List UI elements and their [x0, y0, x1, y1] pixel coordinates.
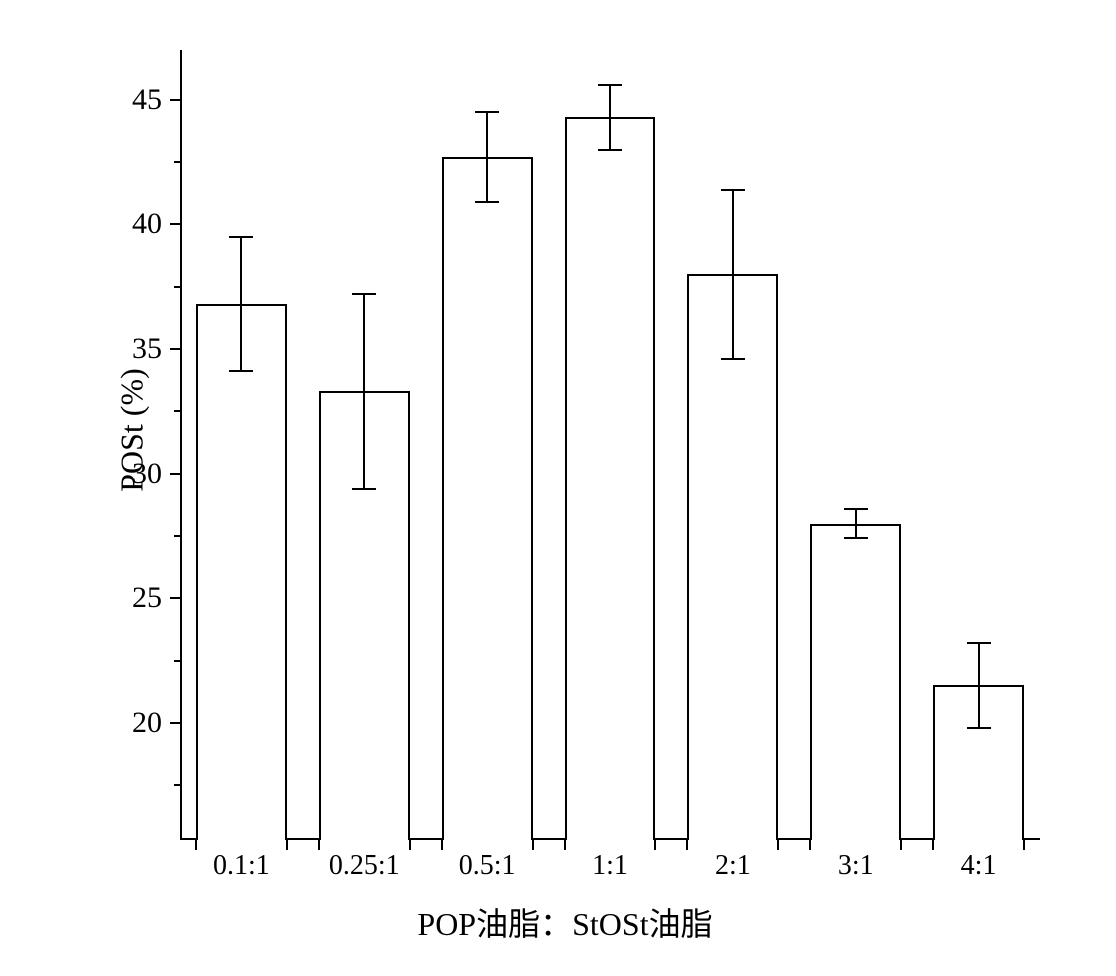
- error-cap-bottom: [598, 149, 622, 151]
- x-tick-label: 4:1: [961, 850, 997, 882]
- error-cap-top: [475, 111, 499, 113]
- error-bar: [486, 112, 488, 202]
- error-cap-bottom: [721, 358, 745, 360]
- x-tick: [441, 840, 443, 850]
- x-tick: [809, 840, 811, 850]
- plot-area: 2025303540450.1:10.25:10.5:11:12:13:14:1: [180, 50, 1040, 840]
- x-tick: [777, 840, 779, 850]
- y-tick: [170, 473, 180, 475]
- y-tick-label: 45: [132, 83, 162, 117]
- x-tick: [900, 840, 902, 850]
- bar: [196, 304, 287, 840]
- error-cap-top: [967, 642, 991, 644]
- y-minor-tick: [174, 784, 180, 786]
- error-cap-bottom: [844, 537, 868, 539]
- chart-container: POSt (%) POP油脂：StOSt油脂 2025303540450.1:1…: [60, 30, 1070, 950]
- x-tick-label: 1:1: [592, 850, 628, 882]
- y-minor-tick: [174, 535, 180, 537]
- x-tick-label: 2:1: [715, 850, 751, 882]
- bar: [810, 524, 901, 840]
- error-cap-top: [721, 189, 745, 191]
- y-tick-label: 25: [132, 581, 162, 615]
- y-tick-label: 40: [132, 207, 162, 241]
- y-tick: [170, 348, 180, 350]
- error-bar: [732, 190, 734, 359]
- x-tick: [1023, 840, 1025, 850]
- error-bar: [240, 237, 242, 372]
- y-minor-tick: [174, 410, 180, 412]
- error-cap-bottom: [352, 488, 376, 490]
- y-axis: [180, 50, 182, 840]
- y-tick: [170, 99, 180, 101]
- error-bar: [978, 643, 980, 728]
- x-tick: [318, 840, 320, 850]
- error-cap-bottom: [967, 727, 991, 729]
- y-tick-label: 35: [132, 332, 162, 366]
- error-bar: [609, 85, 611, 150]
- x-axis-title: POP油脂：StOSt油脂: [417, 899, 712, 945]
- error-bar: [363, 294, 365, 488]
- error-bar: [855, 509, 857, 539]
- y-minor-tick: [174, 286, 180, 288]
- error-cap-bottom: [229, 370, 253, 372]
- bar: [565, 117, 656, 840]
- error-cap-top: [352, 293, 376, 295]
- y-tick: [170, 597, 180, 599]
- y-tick: [170, 223, 180, 225]
- x-tick: [532, 840, 534, 850]
- x-tick-label: 0.5:1: [459, 850, 516, 882]
- x-tick: [286, 840, 288, 850]
- x-tick-label: 3:1: [838, 850, 874, 882]
- y-minor-tick: [174, 161, 180, 163]
- y-tick: [170, 722, 180, 724]
- x-tick: [686, 840, 688, 850]
- x-tick: [654, 840, 656, 850]
- x-tick: [564, 840, 566, 850]
- error-cap-top: [844, 508, 868, 510]
- y-tick-label: 20: [132, 706, 162, 740]
- error-cap-bottom: [475, 201, 499, 203]
- bar: [442, 157, 533, 840]
- x-tick: [409, 840, 411, 850]
- y-tick-label: 30: [132, 457, 162, 491]
- x-tick-label: 0.1:1: [213, 850, 270, 882]
- x-tick-label: 0.25:1: [329, 850, 400, 882]
- x-tick: [195, 840, 197, 850]
- error-cap-top: [229, 236, 253, 238]
- y-minor-tick: [174, 660, 180, 662]
- error-cap-top: [598, 84, 622, 86]
- x-tick: [932, 840, 934, 850]
